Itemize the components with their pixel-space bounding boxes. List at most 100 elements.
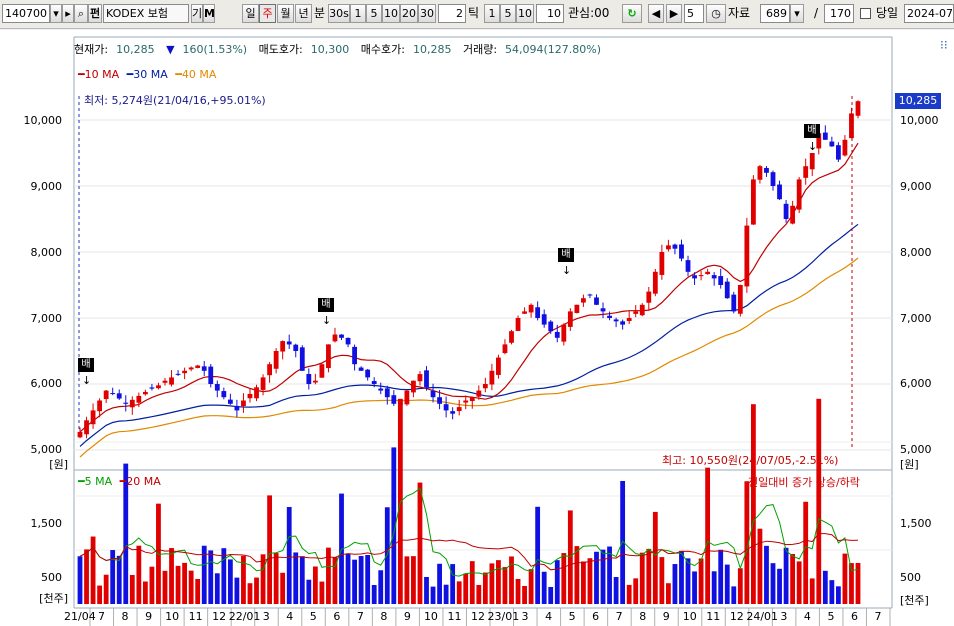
- period-day-button[interactable]: 일: [242, 4, 259, 23]
- volume-bar: [731, 586, 737, 604]
- x-axis-label: 8: [380, 610, 388, 623]
- candle-body: [358, 367, 364, 371]
- pen-icon[interactable]: 펀: [88, 4, 102, 23]
- vol-ma5-legend-label: 5 MA: [84, 475, 113, 488]
- x-axis-label: 9: [403, 610, 411, 623]
- volume-ma-legend: ━5 MA ━20 MA: [78, 475, 161, 488]
- candle-body: [77, 431, 83, 438]
- tick-count-input[interactable]: 10: [536, 4, 564, 23]
- volume-bar: [790, 554, 796, 604]
- data-count-select[interactable]: 689: [760, 4, 790, 23]
- x-axis-label: 24/01: [746, 610, 779, 623]
- candle-body: [777, 184, 782, 200]
- volume-bar: [437, 563, 442, 604]
- x-axis-label: 7: [356, 610, 364, 623]
- x-axis-label: 7: [874, 610, 882, 623]
- volume-bar: [345, 553, 351, 604]
- volume-unit-right: [천주]: [900, 594, 929, 607]
- candle-body: [607, 315, 612, 318]
- period-month-button[interactable]: 월: [277, 4, 294, 23]
- gi-button[interactable]: 기: [191, 4, 203, 23]
- watch-label: 관심:00: [568, 6, 610, 20]
- volume-bar: [195, 578, 201, 604]
- low-price-note: 최저: 5,274원(21/04/16,+95.01%): [84, 94, 266, 107]
- today-checkbox[interactable]: [860, 8, 871, 19]
- clock-icon[interactable]: ◷: [706, 4, 726, 23]
- x-axis-label: 6: [592, 610, 600, 623]
- period-30s-button[interactable]: 30s: [328, 4, 350, 23]
- candle-body: [306, 373, 312, 384]
- x-axis-label: 22/01: [228, 610, 261, 623]
- volume-bar: [692, 571, 697, 604]
- candle-body: [626, 318, 632, 322]
- tick-10-button[interactable]: 10: [516, 4, 534, 23]
- candle-body: [796, 179, 802, 210]
- period-10-button[interactable]: 10: [382, 4, 400, 23]
- volume-bar: [764, 545, 769, 604]
- candle-body: [692, 275, 697, 279]
- volume-bar: [835, 586, 841, 604]
- tick-input[interactable]: 2: [438, 4, 466, 23]
- candle-body: [267, 364, 272, 376]
- stock-code-input[interactable]: 140700: [2, 4, 50, 23]
- m-button[interactable]: M: [203, 4, 215, 23]
- candle-body: [241, 400, 246, 407]
- x-axis-label: 23/01: [487, 610, 520, 623]
- tick-5-button[interactable]: 5: [500, 4, 516, 23]
- price-axis-label-left: 5,000: [30, 443, 63, 456]
- candle-body: [705, 271, 711, 275]
- x-axis-label: 9: [145, 610, 153, 623]
- ma30-legend: ━: [126, 68, 134, 81]
- volume-bar: [77, 556, 83, 604]
- period-week-button[interactable]: 주: [259, 4, 276, 23]
- quote-info-bar: 현재가: 10,285 ▼ 160(1.53%) 매도호가: 10,300 매수호가:…: [74, 40, 892, 60]
- volume-bar: [770, 563, 776, 604]
- date-input[interactable]: 2024-07-: [904, 4, 954, 23]
- x-axis-label: 12: [729, 610, 744, 623]
- candle-body: [522, 311, 527, 314]
- volume-bar: [600, 549, 606, 604]
- candle-body: [835, 145, 841, 160]
- ma10-legend: ━: [78, 68, 85, 81]
- volume-bar: [679, 550, 684, 604]
- refresh-icon[interactable]: ↻: [622, 4, 642, 23]
- next-icon[interactable]: ▶: [666, 4, 682, 23]
- price-axis-label-right: 10,000: [900, 114, 939, 127]
- price-axis-label-left: 6,000: [30, 377, 63, 390]
- candle-body: [214, 384, 220, 391]
- period-30-button[interactable]: 30: [418, 4, 436, 23]
- search-icon[interactable]: ⌕: [74, 4, 88, 23]
- step-input[interactable]: 5: [684, 4, 704, 23]
- volume-bar: [116, 555, 122, 604]
- candle-body: [352, 346, 357, 365]
- prev-icon[interactable]: ◀: [648, 4, 664, 23]
- volume-bar: [855, 562, 861, 604]
- candle-body: [515, 318, 521, 331]
- price-axis-label-right: 7,000: [900, 312, 932, 325]
- signal-marker-1: 배: [78, 358, 94, 372]
- candle-body: [456, 407, 462, 412]
- candle-body: [90, 410, 96, 425]
- high-price-note: 최고: 10,550원(24/07/05,-2.51%): [662, 454, 839, 467]
- volume-bar: [404, 556, 410, 604]
- x-axis-label: 9: [662, 610, 670, 623]
- code-dropdown-button[interactable]: ▾: [50, 4, 62, 23]
- tick-1-button[interactable]: 1: [484, 4, 500, 23]
- volume-bar: [502, 567, 508, 604]
- period-20-button[interactable]: 20: [400, 4, 418, 23]
- volume-bar: [162, 570, 168, 604]
- chevron-down-icon[interactable]: ▾: [790, 4, 804, 23]
- volume-bar: [293, 552, 299, 604]
- next-arrow-button[interactable]: ▸: [62, 4, 74, 23]
- page-count-input[interactable]: 170: [824, 4, 854, 23]
- period-5-button[interactable]: 5: [366, 4, 382, 23]
- candle-body: [509, 331, 514, 343]
- panel-menu-icon[interactable]: ⁝⁝: [940, 38, 948, 52]
- volume-axis-label-left: 500: [41, 571, 62, 584]
- volume-bar: [574, 546, 580, 604]
- volume-bar: [842, 553, 848, 604]
- candle-body: [371, 381, 377, 384]
- period-1-button[interactable]: 1: [350, 4, 366, 23]
- volume-bar: [750, 404, 756, 604]
- period-year-button[interactable]: 년: [295, 4, 312, 23]
